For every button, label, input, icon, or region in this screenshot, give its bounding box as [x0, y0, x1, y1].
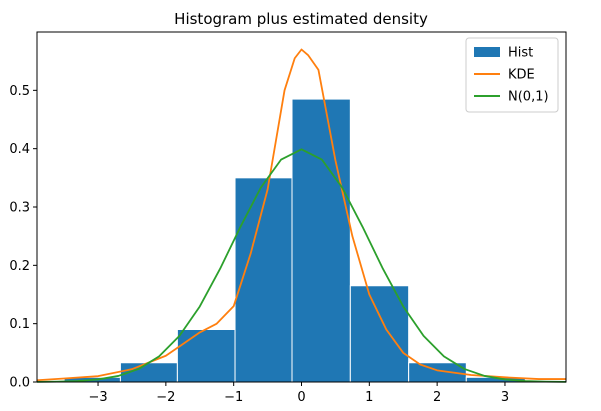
- x-tick-label: −1: [224, 390, 243, 405]
- y-tick-label: 0.3: [9, 201, 30, 216]
- y-tick-label: 0.0: [9, 376, 30, 391]
- y-tick-label: 0.1: [9, 317, 30, 332]
- x-tick-label: 3: [501, 390, 509, 405]
- histogram-bar: [291, 98, 351, 383]
- chart-title: Histogram plus estimated density: [174, 10, 428, 28]
- x-tick-label: 1: [365, 390, 373, 405]
- kde-line: [36, 48, 566, 382]
- legend-label: Hist: [508, 46, 533, 61]
- y-tick-label: 0.4: [9, 142, 30, 157]
- y-tick-label: 0.5: [9, 84, 30, 99]
- y-axis: 0.0 0.1 0.2 0.3 0.4 0.5: [9, 84, 37, 391]
- x-tick-label: −3: [88, 390, 107, 405]
- x-axis: −3 −2 −1 0 1 2 3: [88, 382, 509, 405]
- legend-label: N(0,1): [508, 90, 549, 105]
- x-tick-label: 0: [297, 390, 305, 405]
- x-tick-label: 2: [433, 390, 441, 405]
- histogram-bar: [234, 177, 293, 383]
- histogram-bar: [176, 329, 236, 383]
- legend: Hist KDE N(0,1): [465, 37, 559, 113]
- normal-line: [36, 148, 567, 383]
- legend-label: KDE: [508, 68, 535, 83]
- density-lines: [36, 48, 567, 383]
- legend-swatch-hist: [474, 47, 500, 57]
- histogram-bar: [349, 285, 410, 383]
- y-tick-label: 0.2: [9, 259, 30, 274]
- x-tick-label: −2: [156, 390, 175, 405]
